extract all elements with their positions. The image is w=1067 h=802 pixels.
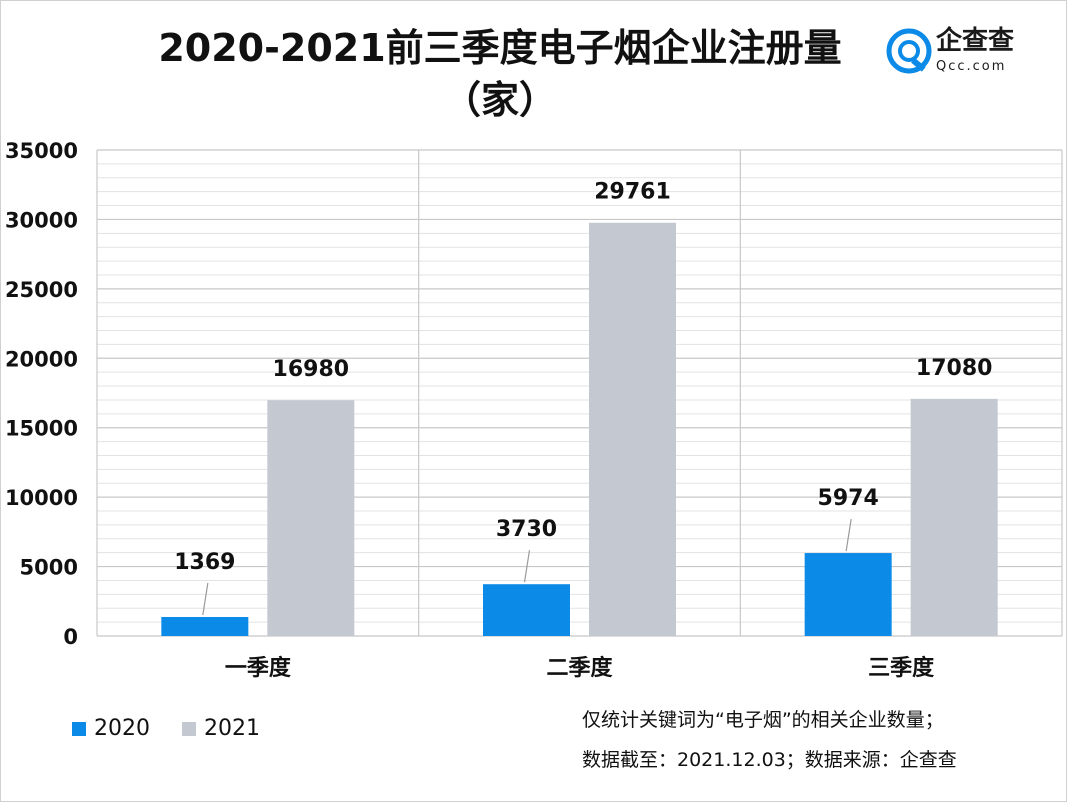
data-label: 3730 — [496, 517, 557, 542]
data-label: 29761 — [594, 180, 671, 205]
y-tick-label: 0 — [63, 625, 78, 649]
qcc-logo — [886, 28, 932, 74]
bar-2020 — [161, 616, 249, 636]
y-tick-label: 10000 — [5, 486, 78, 510]
x-tick-label: 一季度 — [225, 655, 292, 681]
bar-chart: 0 5000 10000 15000 20000 25000 30000 35000 1369 1… — [5, 139, 1063, 681]
y-tick-label: 20000 — [5, 347, 78, 371]
logo-domain: Qcc.com — [936, 59, 1007, 74]
chart-title-line2: （家） — [442, 78, 557, 122]
bar-2020 — [804, 553, 892, 636]
bar-2021 — [589, 222, 676, 636]
bar-2020 — [483, 584, 570, 636]
y-tick-label: 35000 — [5, 139, 78, 163]
data-label-leader — [202, 582, 209, 616]
legend: 2020 2021 — [72, 716, 284, 741]
legend-swatch-2020 — [72, 721, 86, 736]
note-scope: 仅统计关键词为“电子烟”的相关企业数量； — [582, 709, 944, 731]
y-tick-label: 5000 — [20, 556, 78, 580]
data-label: 5974 — [818, 486, 879, 511]
chart-title-line1: 2020-2021前三季度电子烟企业注册量 — [158, 26, 842, 70]
logo-name: 企查查 — [936, 26, 1015, 56]
y-tick-label: 25000 — [5, 278, 78, 302]
bar-2021 — [267, 400, 355, 636]
legend-label-2021: 2021 — [204, 716, 260, 741]
data-label: 17080 — [916, 356, 993, 381]
y-tick-label: 15000 — [5, 417, 78, 441]
data-label: 16980 — [273, 357, 350, 382]
data-label: 1369 — [174, 550, 235, 575]
y-tick-label: 30000 — [5, 208, 78, 232]
chart-title: 2020-2021前三季度电子烟企业注册量 （家） — [120, 22, 880, 126]
legend-label-2020: 2020 — [94, 716, 150, 741]
legend-item-2021: 2021 — [182, 716, 260, 741]
x-tick-label: 二季度 — [546, 655, 613, 681]
data-label-leader — [845, 518, 852, 552]
note-source: 数据截至：2021.12.03；数据来源：企查查 — [582, 749, 957, 771]
qcc-logo-icon — [886, 28, 932, 74]
bar-2021 — [910, 398, 998, 636]
legend-swatch-2021 — [182, 721, 196, 736]
data-label-leader — [523, 550, 531, 583]
x-tick-label: 三季度 — [868, 655, 935, 681]
legend-item-2020: 2020 — [72, 716, 150, 741]
